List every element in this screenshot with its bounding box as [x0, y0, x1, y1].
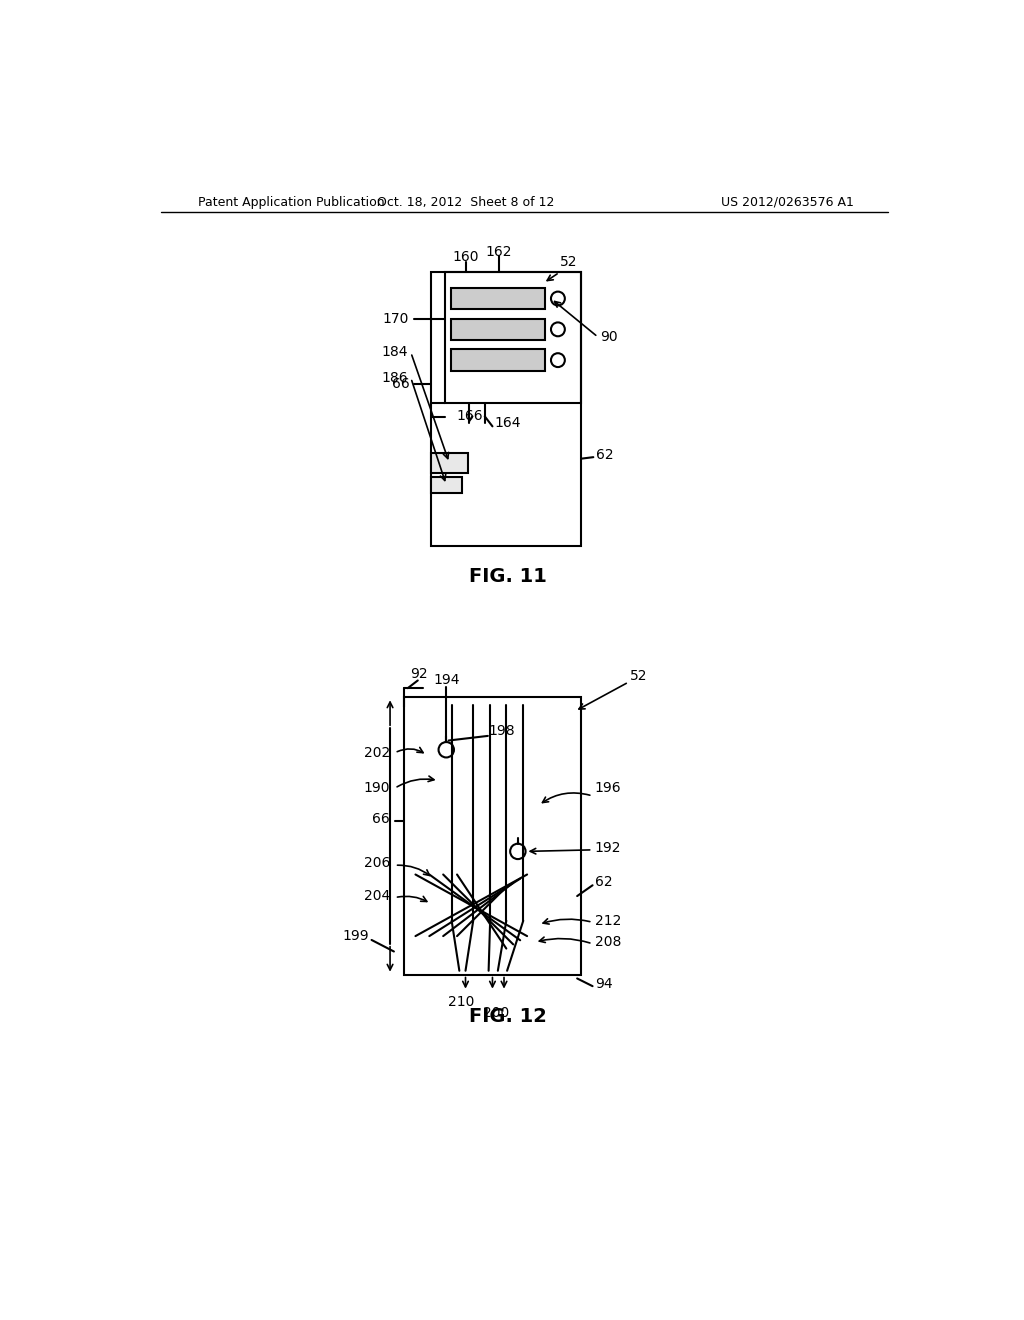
Text: 190: 190 [364, 781, 390, 795]
Bar [451, 350, 545, 371]
Text: 199: 199 [343, 929, 370, 942]
Text: 192: 192 [595, 841, 622, 854]
Text: 206: 206 [364, 855, 390, 870]
Text: 194: 194 [433, 673, 460, 688]
Bar [431, 272, 581, 545]
Bar [451, 288, 545, 309]
Bar [403, 697, 581, 974]
Text: 210: 210 [449, 994, 475, 1008]
Text: 164: 164 [494, 416, 520, 430]
Text: 166: 166 [456, 409, 482, 424]
Bar [451, 318, 545, 341]
Text: 66: 66 [373, 812, 390, 826]
Text: 162: 162 [485, 244, 512, 259]
Text: FIG. 11: FIG. 11 [469, 568, 547, 586]
Text: 160: 160 [453, 249, 479, 264]
Text: 196: 196 [595, 781, 622, 795]
Text: 202: 202 [364, 746, 390, 760]
Text: 94: 94 [595, 977, 612, 991]
Text: 198: 198 [488, 725, 515, 738]
Text: 90: 90 [600, 330, 617, 345]
Text: 62: 62 [596, 447, 614, 462]
Text: 186: 186 [381, 371, 408, 385]
Text: 200: 200 [483, 1006, 509, 1020]
Text: 170: 170 [383, 312, 410, 326]
Text: Oct. 18, 2012  Sheet 8 of 12: Oct. 18, 2012 Sheet 8 of 12 [377, 195, 554, 209]
Text: FIG. 12: FIG. 12 [469, 1007, 547, 1027]
Text: 52: 52 [630, 669, 647, 682]
Text: 204: 204 [364, 890, 390, 903]
Text: 184: 184 [381, 346, 408, 359]
Bar [444, 272, 581, 404]
Text: 66: 66 [391, 378, 410, 391]
Text: 208: 208 [595, 936, 622, 949]
Text: 212: 212 [595, 913, 622, 928]
Text: Patent Application Publication: Patent Application Publication [199, 195, 385, 209]
Text: 52: 52 [560, 255, 578, 269]
Text: 62: 62 [595, 875, 612, 890]
Text: US 2012/0263576 A1: US 2012/0263576 A1 [722, 195, 854, 209]
Text: 92: 92 [411, 668, 428, 681]
Bar [431, 478, 462, 492]
Bar [431, 453, 468, 473]
